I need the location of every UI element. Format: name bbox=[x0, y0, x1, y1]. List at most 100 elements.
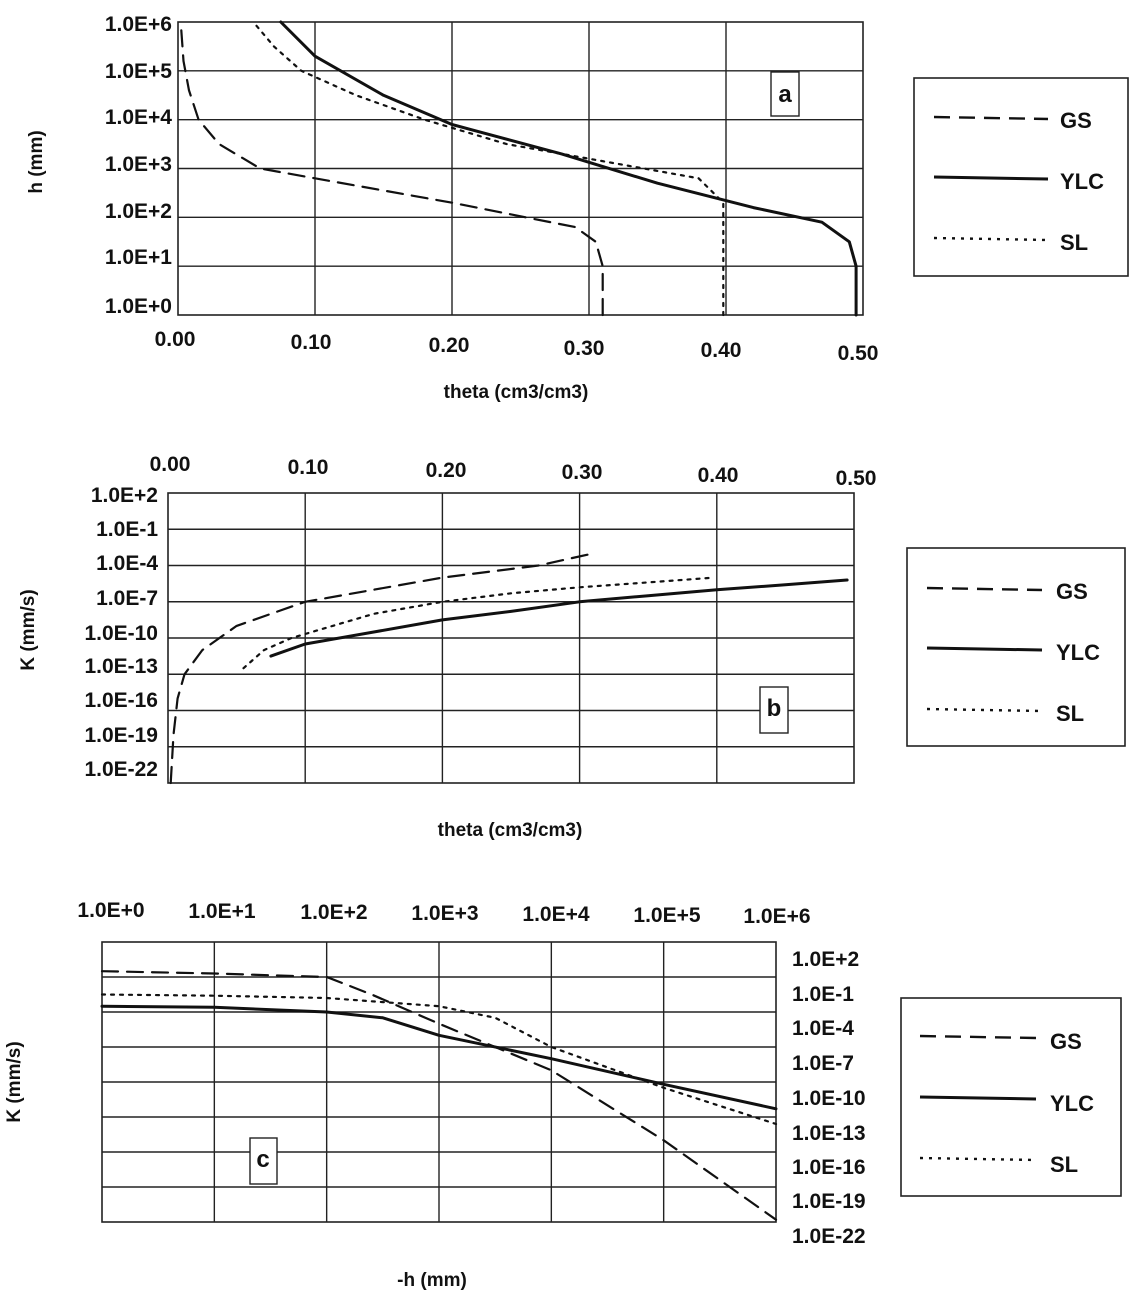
panel-a-legend-label-gs: GS bbox=[1060, 108, 1092, 133]
panel-b-gridlines bbox=[168, 493, 854, 783]
panel-b-legend-label-ylc: YLC bbox=[1056, 640, 1100, 665]
panel-c-x-tick-2: 1.0E+2 bbox=[300, 901, 367, 924]
panel-a-legend-swatch-gs bbox=[933, 115, 1049, 121]
panel-b-y-tick-2: 1.0E-4 bbox=[96, 552, 158, 575]
panel-a-legend-swatch-ylc bbox=[933, 175, 1049, 181]
panel-b-y-tick-4: 1.0E-10 bbox=[84, 622, 158, 645]
panel-a-y-tick-4: 1.0E+4 bbox=[105, 106, 172, 129]
panel-c-tag: c bbox=[256, 1146, 269, 1173]
panel-b-y-tick-7: 1.0E-19 bbox=[84, 724, 158, 747]
panel-a-y-tick-1: 1.0E+1 bbox=[105, 246, 172, 269]
panel-a: 1.0E+0 1.0E+1 1.0E+2 1.0E+3 1.0E+4 1.0E+… bbox=[26, 13, 1129, 403]
panel-a-legend-swatch-sl bbox=[933, 236, 1049, 242]
panel-a-x-tick-1: 0.10 bbox=[291, 331, 332, 354]
panel-b-legend-swatch-ylc bbox=[926, 646, 1043, 652]
panel-c-plot-frame bbox=[101, 941, 777, 1223]
panel-a-x-tick-2: 0.20 bbox=[429, 334, 470, 357]
panel-a-series-sl bbox=[252, 20, 725, 317]
panel-c-legend-swatch-ylc bbox=[919, 1095, 1037, 1101]
panel-b-y-tick-1: 1.0E-1 bbox=[96, 518, 158, 541]
panel-a-y-tick-5: 1.0E+5 bbox=[105, 60, 172, 83]
panel-c-series bbox=[100, 970, 778, 1221]
panel-c-legend-swatch-sl bbox=[919, 1156, 1037, 1162]
panel-c-y-tick-4: 1.0E-10 bbox=[792, 1087, 866, 1110]
panel-b-x-axis-label: theta (cm3/cm3) bbox=[438, 820, 583, 841]
panel-c-legend-label-ylc: YLC bbox=[1050, 1091, 1094, 1116]
panel-b-legend-swatch-gs bbox=[926, 586, 1043, 592]
panel-a-x-tick-4: 0.40 bbox=[701, 339, 742, 362]
panel-b-x-tick-4: 0.40 bbox=[698, 464, 739, 487]
panel-c-legend: GS YLC SL bbox=[900, 997, 1122, 1197]
panel-b-x-tick-3: 0.30 bbox=[562, 461, 603, 484]
panel-a-tag: a bbox=[778, 81, 792, 108]
panel-b-y-tick-3: 1.0E-7 bbox=[96, 587, 158, 610]
panel-a-x-tick-3: 0.30 bbox=[564, 337, 605, 360]
panel-b-y-tick-6: 1.0E-16 bbox=[84, 689, 158, 712]
panel-b-legend-label-gs: GS bbox=[1056, 579, 1088, 604]
panel-a-legend-label-sl: SL bbox=[1060, 230, 1088, 255]
panel-c-y-tick-6: 1.0E-16 bbox=[792, 1156, 866, 1179]
panel-a-legend: GS YLC SL bbox=[913, 77, 1129, 277]
panel-a-y-ticks: 1.0E+0 1.0E+1 1.0E+2 1.0E+3 1.0E+4 1.0E+… bbox=[105, 13, 172, 318]
panel-b-y-tick-8: 1.0E-22 bbox=[84, 758, 158, 781]
panel-c-x-tick-6: 1.0E+6 bbox=[743, 905, 810, 928]
panel-a-y-tick-2: 1.0E+2 bbox=[105, 200, 172, 223]
panel-b-plot-frame bbox=[167, 492, 855, 784]
panel-a-x-tick-0: 0.00 bbox=[155, 328, 196, 351]
panel-c-y-tick-2: 1.0E-4 bbox=[792, 1017, 854, 1040]
panel-b-y-tick-5: 1.0E-13 bbox=[84, 655, 158, 678]
panel-c-x-tick-4: 1.0E+4 bbox=[522, 903, 589, 926]
panel-a-y-axis-label: h (mm) bbox=[26, 130, 47, 193]
panel-c-series-gs bbox=[100, 970, 778, 1221]
panel-b-legend-swatch-sl bbox=[926, 707, 1043, 713]
panel-c-y-tick-5: 1.0E-13 bbox=[792, 1122, 866, 1145]
panel-c-legend-swatch-gs bbox=[919, 1034, 1037, 1040]
panel-b-legend: GS YLC SL bbox=[906, 547, 1126, 747]
panel-c-x-tick-1: 1.0E+1 bbox=[188, 900, 255, 923]
panel-a-gridlines bbox=[178, 22, 863, 315]
panel-b-y-tick-0: 1.0E+2 bbox=[91, 484, 158, 507]
panel-a-y-tick-6: 1.0E+6 bbox=[105, 13, 172, 36]
panel-c-x-tick-5: 1.0E+5 bbox=[633, 904, 700, 927]
panel-a-x-tick-5: 0.50 bbox=[838, 342, 879, 365]
panel-b-x-tick-5: 0.50 bbox=[836, 467, 877, 490]
panel-c-gridlines bbox=[102, 942, 776, 1222]
panel-b-tag-box bbox=[759, 686, 789, 734]
panel-c-x-ticks: 1.0E+0 1.0E+1 1.0E+2 1.0E+3 1.0E+4 1.0E+… bbox=[77, 899, 810, 928]
panel-a-plot-frame bbox=[177, 21, 864, 316]
panel-a-y-tick-0: 1.0E+0 bbox=[105, 295, 172, 318]
panel-b-x-tick-0: 0.00 bbox=[150, 453, 191, 476]
panel-b-legend-label-sl: SL bbox=[1056, 701, 1084, 726]
panel-c-y-tick-7: 1.0E-19 bbox=[792, 1190, 866, 1213]
panel-c-legend-label-gs: GS bbox=[1050, 1029, 1082, 1054]
panel-c-y-tick-3: 1.0E-7 bbox=[792, 1052, 854, 1075]
panel-b-x-ticks: 0.00 0.10 0.20 0.30 0.40 0.50 bbox=[150, 453, 877, 490]
panel-b-x-tick-1: 0.10 bbox=[288, 456, 329, 479]
panel-a-tag-box bbox=[770, 71, 800, 117]
panel-a-series-gs bbox=[179, 20, 604, 317]
panel-a-legend-label-ylc: YLC bbox=[1060, 169, 1104, 194]
panel-b-series bbox=[169, 552, 849, 785]
panel-c-x-tick-0: 1.0E+0 bbox=[77, 899, 144, 922]
panel-c-x-axis-label: -h (mm) bbox=[397, 1270, 467, 1291]
panel-b-y-axis-label: K (mm/s) bbox=[18, 589, 39, 670]
panel-c-x-tick-3: 1.0E+3 bbox=[411, 902, 478, 925]
panel-b-x-tick-2: 0.20 bbox=[426, 459, 467, 482]
panel-b-series-ylc bbox=[269, 578, 849, 658]
panel-a-x-axis-label: theta (cm3/cm3) bbox=[444, 382, 589, 403]
panel-c-y-tick-0: 1.0E+2 bbox=[792, 948, 859, 971]
panel-a-x-ticks: 0.00 0.10 0.20 0.30 0.40 0.50 bbox=[155, 328, 879, 365]
panel-c-legend-label-sl: SL bbox=[1050, 1152, 1078, 1177]
panel-b: 0.00 0.10 0.20 0.30 0.40 0.50 1.0E+2 1.0… bbox=[18, 453, 1126, 841]
panel-c-series-ylc bbox=[100, 1004, 778, 1111]
panel-b-tag: b bbox=[767, 695, 782, 722]
panel-c-y-ticks: 1.0E+2 1.0E-1 1.0E-4 1.0E-7 1.0E-10 1.0E… bbox=[792, 948, 866, 1248]
panel-c: 1.0E+0 1.0E+1 1.0E+2 1.0E+3 1.0E+4 1.0E+… bbox=[4, 899, 1122, 1291]
panel-a-series bbox=[179, 20, 858, 317]
panel-c-y-tick-8: 1.0E-22 bbox=[792, 1225, 866, 1248]
panel-b-series-sl bbox=[242, 576, 716, 670]
panel-c-tag-box bbox=[249, 1137, 278, 1185]
panel-a-series-ylc bbox=[279, 20, 858, 317]
panel-c-series-sl bbox=[100, 993, 778, 1126]
